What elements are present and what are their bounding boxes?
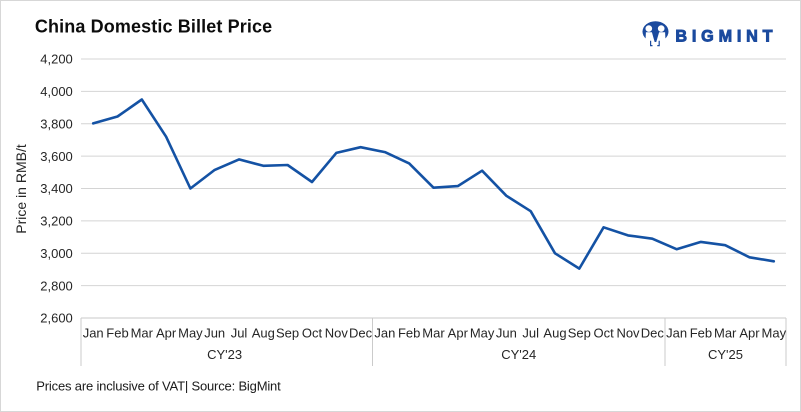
svg-text:Nov: Nov <box>325 326 349 341</box>
svg-text:Feb: Feb <box>690 326 712 341</box>
svg-text:Prices are inclusive of VAT| S: Prices are inclusive of VAT| Source: Big… <box>36 378 281 393</box>
svg-text:Price in RMB/t: Price in RMB/t <box>13 144 29 234</box>
svg-text:Dec: Dec <box>349 326 373 341</box>
svg-text:3,800: 3,800 <box>40 117 73 132</box>
svg-text:CY'24: CY'24 <box>501 347 536 362</box>
svg-text:3,000: 3,000 <box>40 246 73 261</box>
svg-text:Jan: Jan <box>83 326 104 341</box>
svg-text:Apr: Apr <box>156 326 177 341</box>
svg-text:Oct: Oct <box>302 326 323 341</box>
svg-text:4,200: 4,200 <box>40 52 73 67</box>
svg-text:Jan: Jan <box>374 326 395 341</box>
svg-text:Mar: Mar <box>422 326 445 341</box>
svg-text:Jun: Jun <box>496 326 517 341</box>
svg-text:Feb: Feb <box>398 326 420 341</box>
svg-text:3,200: 3,200 <box>40 214 73 229</box>
svg-text:Nov: Nov <box>616 326 640 341</box>
svg-text:Jul: Jul <box>522 326 539 341</box>
svg-text:Oct: Oct <box>593 326 614 341</box>
svg-text:BIGMINT: BIGMINT <box>675 28 777 46</box>
svg-text:Dec: Dec <box>641 326 665 341</box>
svg-text:2,600: 2,600 <box>40 311 73 326</box>
svg-text:Mar: Mar <box>131 326 154 341</box>
svg-text:Apr: Apr <box>739 326 760 341</box>
svg-text:Jan: Jan <box>666 326 687 341</box>
svg-text:4,000: 4,000 <box>40 84 73 99</box>
svg-text:Jun: Jun <box>204 326 225 341</box>
svg-text:May: May <box>762 326 787 341</box>
svg-text:Feb: Feb <box>106 326 128 341</box>
svg-text:Mar: Mar <box>714 326 737 341</box>
svg-text:Apr: Apr <box>448 326 469 341</box>
svg-text:Aug: Aug <box>252 326 275 341</box>
svg-text:Sep: Sep <box>276 326 299 341</box>
svg-text:CY'23: CY'23 <box>207 347 242 362</box>
svg-text:Sep: Sep <box>568 326 591 341</box>
svg-text:3,600: 3,600 <box>40 149 73 164</box>
svg-text:Aug: Aug <box>543 326 566 341</box>
svg-text:May: May <box>470 326 495 341</box>
svg-text:2,800: 2,800 <box>40 278 73 293</box>
svg-text:CY'25: CY'25 <box>708 347 743 362</box>
svg-text:Jul: Jul <box>231 326 248 341</box>
svg-text:3,400: 3,400 <box>40 181 73 196</box>
svg-text:May: May <box>178 326 203 341</box>
svg-text:China Domestic Billet Price: China Domestic Billet Price <box>35 17 272 37</box>
